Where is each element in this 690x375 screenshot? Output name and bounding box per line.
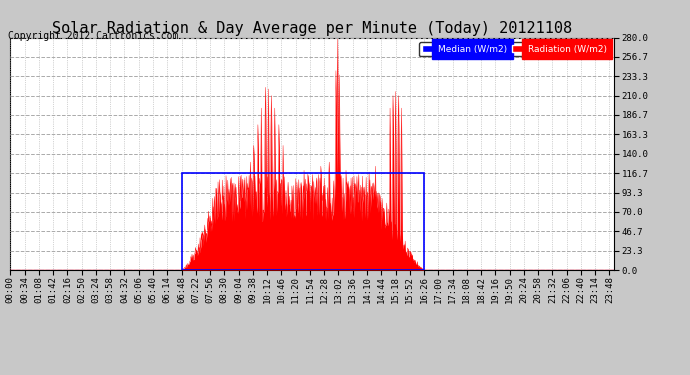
Bar (181, 173, 424, 270)
Legend: Median (W/m2), Radiation (W/m2): Median (W/m2), Radiation (W/m2) (419, 42, 609, 56)
Title: Solar Radiation & Day Average per Minute (Today) 20121108: Solar Radiation & Day Average per Minute… (52, 21, 572, 36)
Text: Copyright 2012 Cartronics.com: Copyright 2012 Cartronics.com (8, 32, 179, 41)
